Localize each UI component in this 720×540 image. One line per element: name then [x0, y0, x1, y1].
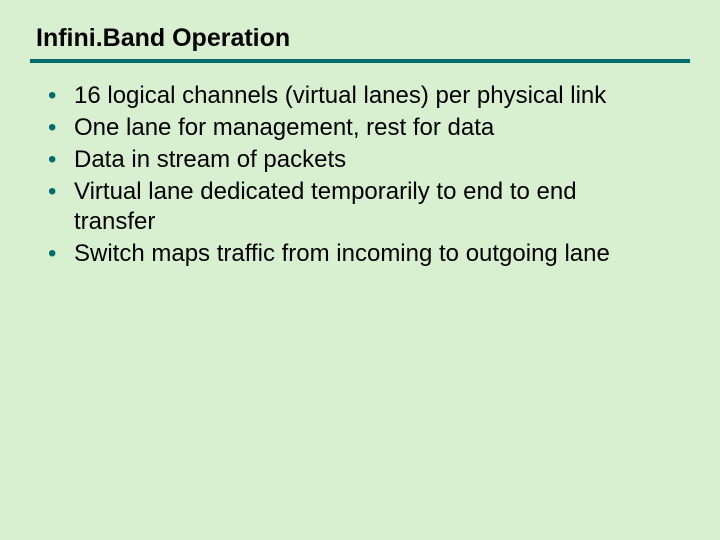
- bullet-list: 16 logical channels (virtual lanes) per …: [48, 81, 690, 269]
- list-item: One lane for management, rest for data: [48, 113, 624, 143]
- slide-title: Infini.Band Operation: [36, 24, 690, 53]
- title-underline-rule: [30, 59, 690, 63]
- list-item: Data in stream of packets: [48, 145, 624, 175]
- list-item: 16 logical channels (virtual lanes) per …: [48, 81, 624, 111]
- slide-container: Infini.Band Operation 16 logical channel…: [0, 0, 720, 540]
- list-item: Virtual lane dedicated temporarily to en…: [48, 177, 624, 237]
- list-item: Switch maps traffic from incoming to out…: [48, 239, 624, 269]
